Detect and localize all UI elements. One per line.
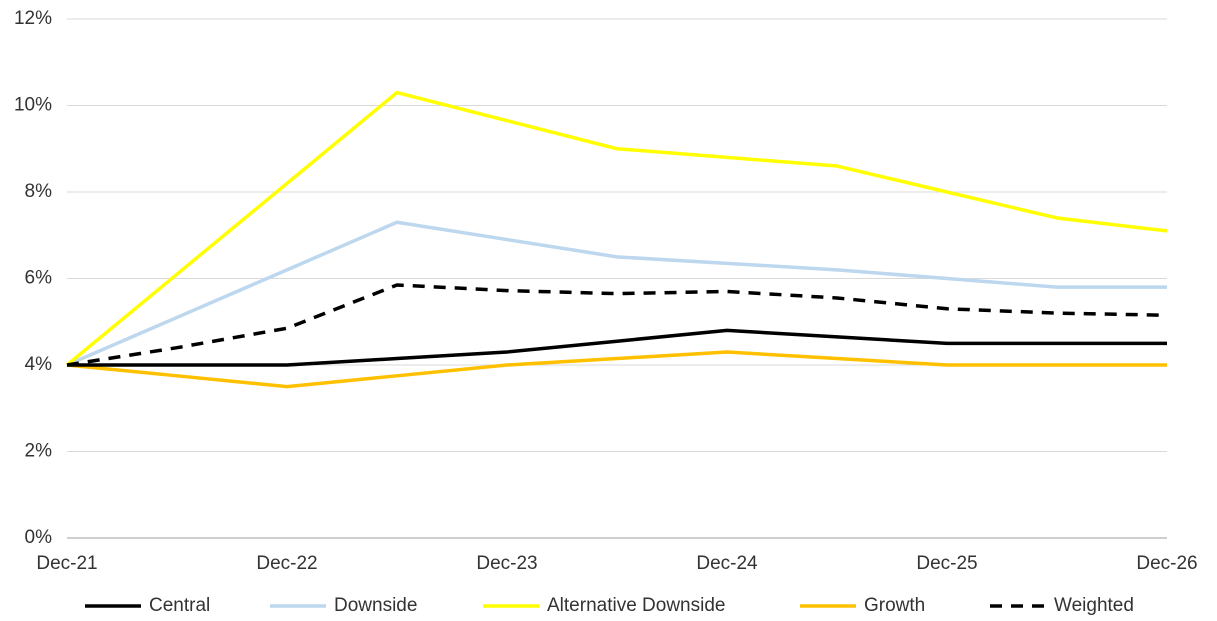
x-tick-label: Dec-23 [476, 553, 537, 574]
legend-label: Growth [864, 595, 925, 616]
y-tick-label: 12% [14, 8, 52, 29]
x-tick-label: Dec-21 [36, 553, 97, 574]
x-tick-label: Dec-24 [696, 553, 758, 574]
y-tick-label: 6% [25, 268, 53, 289]
y-tick-label: 10% [14, 95, 52, 116]
y-tick-label: 0% [25, 527, 53, 548]
series-line [66, 283, 1168, 367]
y-tick-label: 4% [25, 354, 53, 375]
legend-label: Weighted [1054, 595, 1134, 616]
legend-label: Downside [334, 595, 417, 616]
x-tick-label: Dec-25 [916, 553, 977, 574]
legend-label: Central [149, 595, 210, 616]
x-tick-label: Dec-26 [1136, 553, 1197, 574]
series-line [66, 350, 1167, 389]
legend-label: Alternative Downside [547, 595, 725, 616]
series-line [67, 328, 1167, 367]
series-line [65, 90, 1168, 367]
y-tick-label: 8% [25, 181, 53, 202]
series-line [66, 220, 1167, 367]
x-tick-label: Dec-22 [256, 553, 317, 574]
y-tick-label: 2% [25, 441, 53, 462]
